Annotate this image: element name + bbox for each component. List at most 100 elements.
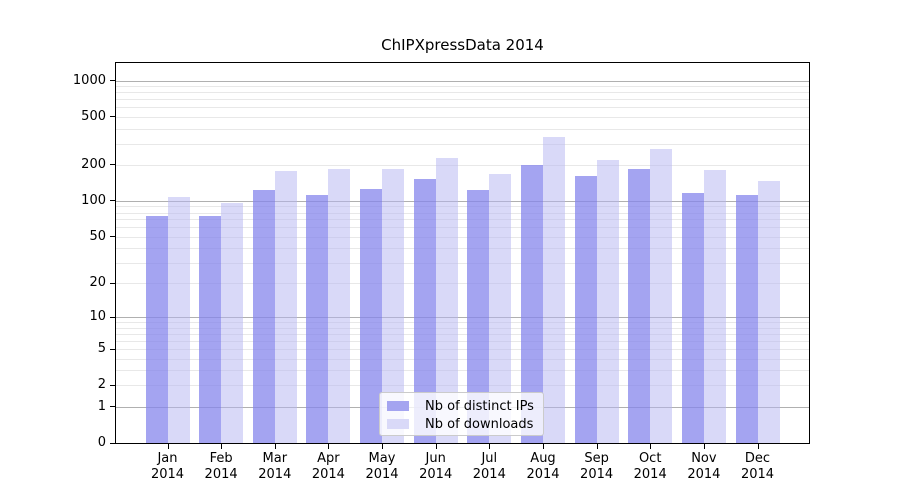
legend-swatch-downloads xyxy=(387,419,409,429)
minor-gridline xyxy=(116,358,809,360)
y-tick-mark xyxy=(110,282,115,284)
y-tick-mark xyxy=(110,348,115,350)
bar-downloads-apr xyxy=(328,169,351,443)
y-tick-label: 5 xyxy=(97,341,106,356)
bar-distinct-ips-jun xyxy=(413,178,436,443)
legend-swatch-distinct-ips xyxy=(387,401,409,411)
minor-gridline xyxy=(116,248,809,250)
x-tick-mark xyxy=(543,444,544,449)
y-tick-mark xyxy=(110,384,115,386)
bar-downloads-jun xyxy=(435,157,458,443)
minor-gridline xyxy=(116,116,809,118)
x-tick-label: Mar 2014 xyxy=(258,451,292,482)
bar-distinct-ips-oct xyxy=(628,168,651,443)
legend-entry-downloads: Nb of downloads xyxy=(380,415,543,433)
minor-gridline xyxy=(116,262,809,264)
y-tick-mark xyxy=(110,200,115,202)
y-tick-label: 1 xyxy=(97,398,106,414)
x-tick-mark xyxy=(435,444,437,449)
y-tick-label: 0 xyxy=(97,435,106,450)
minor-gridline xyxy=(116,370,809,372)
y-tick-mark xyxy=(110,116,115,118)
x-tick-label: Apr 2014 xyxy=(311,451,345,482)
bar-distinct-ips-mar xyxy=(252,190,275,443)
minor-gridline xyxy=(116,92,809,94)
x-tick-label: Oct 2014 xyxy=(633,451,667,482)
minor-gridline xyxy=(116,333,809,335)
minor-gridline xyxy=(116,227,809,229)
legend: Nb of distinct IPs Nb of downloads xyxy=(379,392,544,436)
minor-gridline xyxy=(116,206,809,208)
minor-gridline xyxy=(116,385,809,387)
x-tick-mark xyxy=(703,444,705,449)
bar-distinct-ips-sep xyxy=(574,176,597,443)
y-tick-label: 100 xyxy=(81,192,106,208)
y-tick-mark xyxy=(110,164,115,166)
y-tick-mark xyxy=(110,236,115,238)
y-tick-label: 20 xyxy=(89,275,106,291)
minor-gridline xyxy=(116,99,809,101)
x-tick-label: Nov 2014 xyxy=(687,451,721,482)
bar-distinct-ips-feb xyxy=(199,215,222,443)
y-tick-mark xyxy=(110,442,115,444)
plot-area: Nb of distinct IPs Nb of downloads xyxy=(115,62,810,444)
minor-gridline xyxy=(116,143,809,145)
minor-gridline xyxy=(116,107,809,109)
minor-gridline xyxy=(116,128,809,130)
y-tick-mark xyxy=(110,406,115,408)
y-tick-mark xyxy=(110,316,115,318)
legend-entry-distinct-ips: Nb of distinct IPs xyxy=(380,397,543,415)
x-tick-mark xyxy=(167,444,169,449)
bar-downloads-jul xyxy=(489,173,512,443)
major-gridline xyxy=(116,317,809,319)
bar-distinct-ips-jul xyxy=(467,190,490,443)
y-tick-mark xyxy=(110,80,115,82)
bar-downloads-may xyxy=(382,169,404,443)
bar-distinct-ips-apr xyxy=(306,195,329,443)
bar-downloads-feb xyxy=(221,203,244,443)
bar-downloads-nov xyxy=(703,170,726,443)
minor-gridline xyxy=(116,164,809,166)
legend-label-downloads: Nb of downloads xyxy=(425,416,534,432)
major-gridline xyxy=(116,80,809,82)
y-tick-label: 500 xyxy=(81,108,106,124)
minor-gridline xyxy=(116,212,809,214)
x-tick-label: Jul 2014 xyxy=(472,451,506,482)
y-tick-label: 50 xyxy=(89,228,106,244)
bar-downloads-jan xyxy=(167,196,190,443)
y-tick-label: 200 xyxy=(81,156,106,172)
x-tick-mark xyxy=(650,444,652,449)
y-tick-label: 2 xyxy=(97,377,106,393)
x-tick-mark xyxy=(221,444,223,449)
minor-gridline xyxy=(116,322,809,324)
minor-gridline xyxy=(116,327,809,329)
x-tick-label: Dec 2014 xyxy=(740,451,775,482)
x-tick-mark xyxy=(274,444,276,449)
minor-gridline xyxy=(116,283,809,285)
bar-distinct-ips-may xyxy=(360,188,382,443)
minor-gridline xyxy=(116,236,809,238)
chart-title: ChIPXpressData 2014 xyxy=(381,36,544,54)
bar-distinct-ips-dec xyxy=(735,195,758,443)
x-tick-mark xyxy=(596,444,598,449)
bar-downloads-sep xyxy=(596,160,619,443)
bar-downloads-oct xyxy=(650,148,673,443)
x-tick-label: May 2014 xyxy=(365,451,399,482)
x-tick-mark xyxy=(382,444,383,449)
x-tick-label: Aug 2014 xyxy=(526,451,560,482)
x-tick-label: Jan 2014 xyxy=(150,451,185,482)
minor-gridline xyxy=(116,219,809,221)
bar-downloads-mar xyxy=(274,170,297,443)
x-tick-label: Jun 2014 xyxy=(419,451,453,482)
bar-distinct-ips-aug xyxy=(521,164,543,443)
bar-downloads-aug xyxy=(543,137,565,443)
major-gridline xyxy=(116,200,809,202)
legend-label-distinct-ips: Nb of distinct IPs xyxy=(425,398,534,414)
minor-gridline xyxy=(116,349,809,350)
x-tick-mark xyxy=(757,444,759,449)
x-tick-label: Sep 2014 xyxy=(580,451,614,482)
x-tick-mark xyxy=(328,444,330,449)
x-tick-mark xyxy=(489,444,491,449)
bar-downloads-dec xyxy=(757,180,780,443)
